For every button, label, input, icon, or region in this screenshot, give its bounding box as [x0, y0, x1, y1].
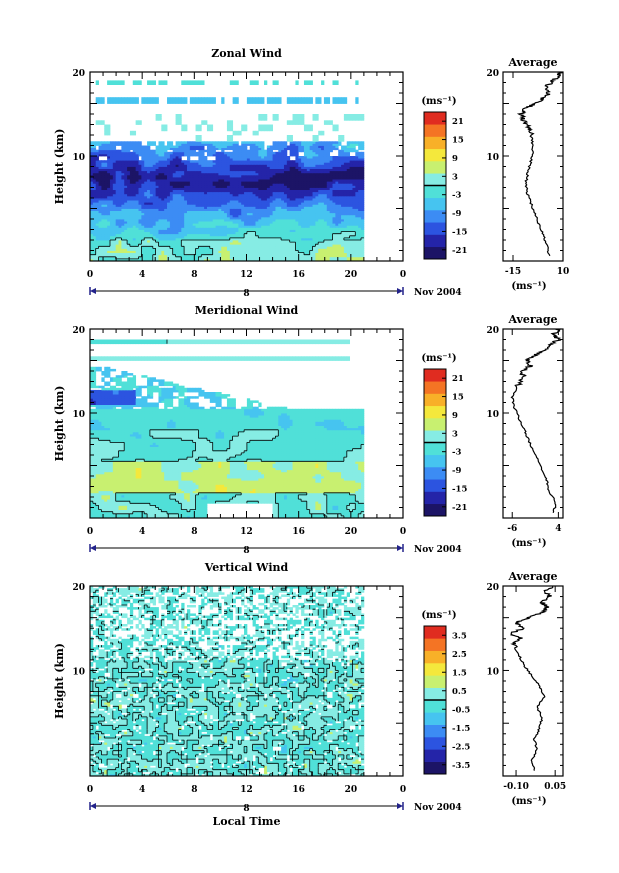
heatmap-cell	[301, 156, 304, 159]
heatmap-cell	[207, 160, 210, 163]
heatmap-cell	[216, 152, 219, 155]
heatmap-cell	[332, 156, 335, 159]
heatmap-cell	[350, 156, 353, 159]
heatmap-cell	[101, 160, 104, 163]
panel-title: Zonal Wind	[211, 47, 282, 60]
heatmap-cell	[247, 150, 250, 153]
heatmap-cell	[273, 152, 276, 155]
heatmap-cell	[104, 160, 107, 163]
heatmap-cell	[218, 152, 221, 155]
heatmap-cell	[196, 152, 199, 155]
heatmap-cell	[150, 150, 153, 153]
heatmap-cell	[119, 150, 122, 153]
heatmap-cells	[90, 80, 364, 261]
heatmap-cell	[290, 160, 293, 163]
heatmap-cell	[210, 160, 213, 163]
heatmap-cell	[181, 160, 184, 163]
heatmap-cell	[99, 160, 102, 163]
heatmap-cell	[96, 150, 99, 153]
heatmap-cell	[153, 150, 156, 153]
heatmap-cell	[139, 160, 142, 163]
wind-profiler-figure: Zonal Wind0 4 8 12 16 20 02010Height (km)8 Nov …	[0, 0, 619, 873]
heatmap-cell	[190, 160, 193, 163]
heatmap-cell	[196, 160, 199, 163]
heatmap-cell	[184, 160, 187, 163]
heatmap-cell	[361, 152, 364, 155]
heatmap-cell	[298, 156, 301, 159]
heatmap-cell	[167, 152, 170, 155]
heatmap-cell	[204, 156, 207, 159]
heatmap-cell	[227, 152, 230, 155]
heatmap-cell	[358, 152, 361, 155]
heatmap-cell	[293, 160, 296, 163]
heatmap-cell	[170, 152, 173, 155]
heatmap-cell	[335, 156, 338, 159]
heatmap-cell	[352, 156, 355, 159]
heatmap-cell	[287, 156, 290, 159]
heatmap-cell	[116, 150, 119, 153]
heatmap-cell	[193, 160, 196, 163]
heatmap-cell	[230, 152, 233, 155]
heatmap-cell	[213, 160, 216, 163]
heatmap-cell	[130, 152, 133, 155]
heatmap-cell	[224, 152, 227, 155]
heatmap-cell	[204, 150, 207, 153]
heatmap-cell	[330, 156, 333, 159]
heatmap-cell	[275, 152, 278, 155]
